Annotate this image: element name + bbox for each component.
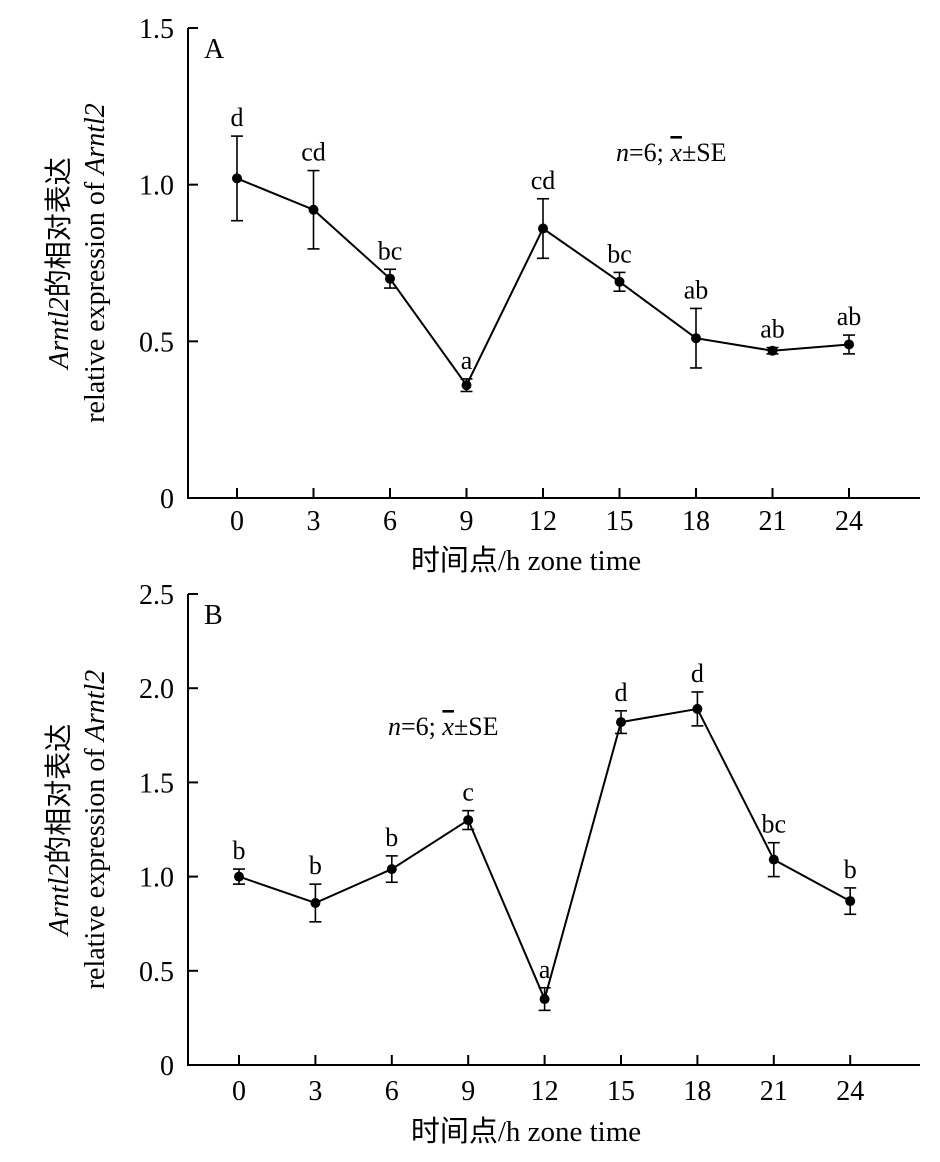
significance-label: c (462, 778, 474, 807)
x-tick-label: 21 (759, 506, 787, 537)
data-point (308, 204, 319, 215)
y-tick-label: 1.0 (139, 171, 174, 202)
y-tick-label: 0 (160, 1051, 174, 1082)
significance-label: b (385, 823, 398, 852)
data-point (538, 223, 548, 234)
axes (187, 594, 920, 1066)
significance-label: b (233, 836, 246, 865)
significance-label: bc (378, 236, 403, 265)
significance-label: b (309, 851, 322, 880)
x-tick-label: 24 (835, 506, 863, 537)
significance-label: d (615, 678, 628, 707)
y-tick-label: 1.5 (139, 768, 174, 799)
significance-label: bc (762, 810, 787, 839)
y-tick-label: 0 (160, 484, 174, 515)
significance-label: ab (837, 302, 862, 331)
data-point (310, 897, 321, 908)
y-axis-label-line2: relative expression of Arntl2 (80, 103, 111, 423)
x-tick-label: 6 (383, 506, 397, 537)
data-point (463, 815, 474, 826)
data-point (691, 333, 701, 344)
x-tick-label: 15 (606, 506, 634, 537)
x-tick-label: 3 (308, 1076, 322, 1107)
data-point (232, 173, 242, 184)
panel-b: 00.51.01.52.02.50 3 6 9 12 15 18 21 24Bbbbcaddbc… (43, 580, 920, 1148)
panel-label: B (204, 600, 223, 631)
x-tick-label: 24 (836, 1076, 864, 1107)
significance-label: cd (301, 138, 326, 167)
data-point (614, 276, 625, 287)
significance-label: d (691, 659, 704, 688)
significance-label: a (539, 955, 551, 984)
data-point (234, 871, 244, 882)
y-axis-label-line1: Arntl2的相对表达 (43, 724, 75, 938)
data-point (844, 339, 854, 350)
axes (187, 28, 920, 499)
stats-annotation: n=6; x±SE (388, 712, 499, 741)
data-point (386, 864, 397, 875)
x-tick-label: 21 (760, 1076, 788, 1107)
significance-label: b (844, 855, 857, 884)
data-point (767, 345, 778, 356)
data-point (539, 994, 550, 1005)
data-point (768, 854, 779, 865)
x-axis-label: 时间点/h zone time (411, 544, 641, 577)
significance-label: d (231, 103, 244, 132)
y-tick-label: 0.5 (139, 957, 174, 988)
x-tick-label: 0 (232, 1076, 246, 1107)
significance-label: cd (531, 166, 556, 195)
stats-annotation: n=6; x±SE (616, 138, 727, 167)
x-tick-label: 15 (607, 1076, 635, 1107)
y-axis-label-line1: Arntl2的相对表达 (43, 157, 75, 371)
y-tick-label: 2.5 (139, 580, 174, 611)
y-tick-label: 1.5 (139, 14, 174, 45)
x-tick-label: 9 (460, 506, 474, 537)
y-tick-label: 2.0 (139, 674, 174, 705)
x-tick-label: 18 (683, 1076, 711, 1107)
x-tick-label: 12 (529, 506, 557, 537)
data-point (616, 717, 626, 728)
y-tick-label: 0.5 (139, 327, 174, 358)
data-point (845, 896, 856, 907)
panel-a: 0 0.5 1.0 1.5 0 3 6 9 12 15 18 21 24 Ad cd bc a cd bc ab ab a… (43, 14, 920, 577)
x-tick-label: 9 (461, 1076, 475, 1107)
x-tick-label: 18 (682, 506, 710, 537)
x-tick-label: 12 (531, 1076, 559, 1107)
significance-label: bc (607, 239, 632, 268)
x-tick-label: 0 (230, 506, 244, 537)
data-point (692, 703, 703, 714)
significance-label: a (461, 346, 473, 375)
significance-label: ab (684, 275, 709, 304)
significance-label: ab (760, 315, 785, 344)
y-axis-label-line2: relative expression of Arntl2 (80, 670, 111, 990)
data-point (461, 380, 472, 391)
data-point (385, 273, 395, 284)
y-tick-label: 1.0 (139, 863, 174, 894)
panel-label: A (204, 34, 225, 65)
x-tick-label: 3 (307, 506, 321, 537)
x-axis-label: 时间点/h zone time (411, 1115, 641, 1148)
x-tick-label: 6 (385, 1076, 399, 1107)
